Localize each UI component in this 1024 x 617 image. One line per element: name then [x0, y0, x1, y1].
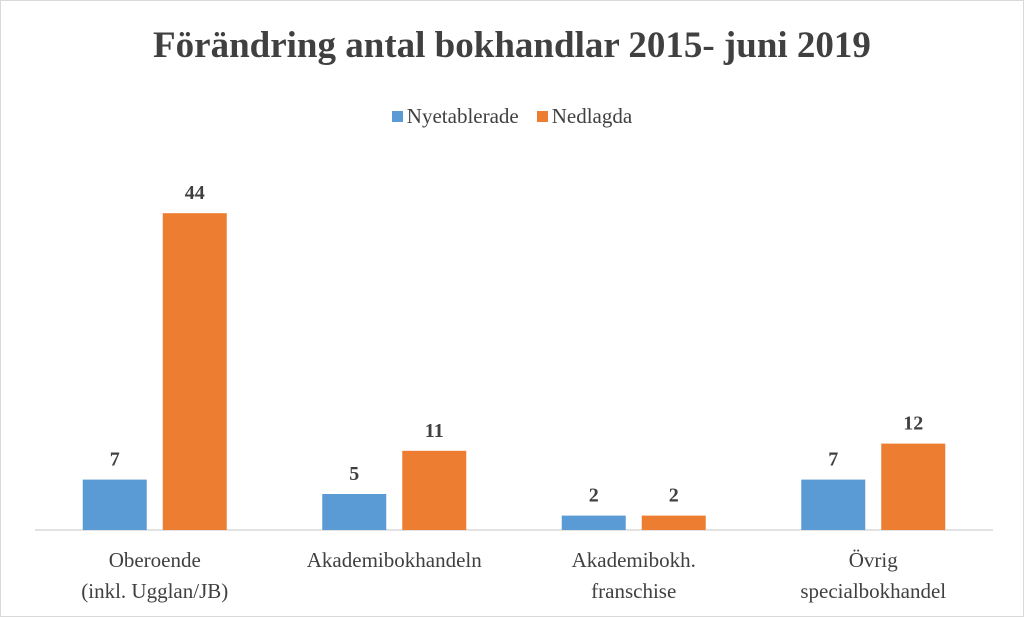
data-label-nedlagda-3: 12 [903, 413, 923, 435]
legend-swatch-nedlagda [536, 111, 548, 122]
data-label-nedlagda-2: 2 [669, 485, 679, 507]
data-label-nyetablerade-3: 7 [828, 449, 838, 471]
x-tick-label-0-0: Oberoende [109, 548, 201, 572]
x-tick-label-2-0: Akademibokh. [572, 548, 696, 572]
bar-nedlagda-1 [402, 450, 467, 530]
bar-nyetablerade-3 [801, 479, 866, 530]
bar-nyetablerade-0 [82, 479, 147, 530]
x-tick-label-0-1: (inkl. Ugglan/JB) [81, 579, 228, 603]
bar-nedlagda-3 [881, 443, 946, 530]
data-label-nedlagda-1: 11 [425, 420, 444, 442]
legend-item-nedlagda: Nedlagda [536, 104, 633, 129]
bar-nedlagda-2 [641, 515, 706, 530]
legend-item-nyetablerade: Nyetablerade [391, 104, 519, 129]
data-label-nyetablerade-2: 2 [589, 485, 599, 507]
legend-swatch-nyetablerade [391, 111, 403, 122]
x-tick-label-3-0: Övrig [849, 548, 898, 572]
x-tick-label-1-0: Akademibokhandeln [307, 548, 482, 572]
x-tick-label-3-1: specialbokhandel [800, 579, 946, 603]
chart-legend: Nyetablerade Nedlagda [0, 104, 1024, 129]
bar-nyetablerade-1 [322, 494, 387, 530]
x-tick-label-2-1: franschise [591, 579, 676, 603]
chart-title: Förändring antal bokhandlar 2015- juni 2… [153, 25, 871, 66]
data-label-nedlagda-0: 44 [185, 182, 205, 204]
data-label-nyetablerade-1: 5 [349, 463, 359, 485]
data-label-nyetablerade-0: 7 [110, 449, 120, 471]
bar-nedlagda-0 [162, 213, 227, 530]
bar-nyetablerade-2 [561, 515, 626, 530]
legend-label-nyetablerade: Nyetablerade [406, 104, 519, 128]
legend-label-nedlagda: Nedlagda [551, 104, 633, 128]
